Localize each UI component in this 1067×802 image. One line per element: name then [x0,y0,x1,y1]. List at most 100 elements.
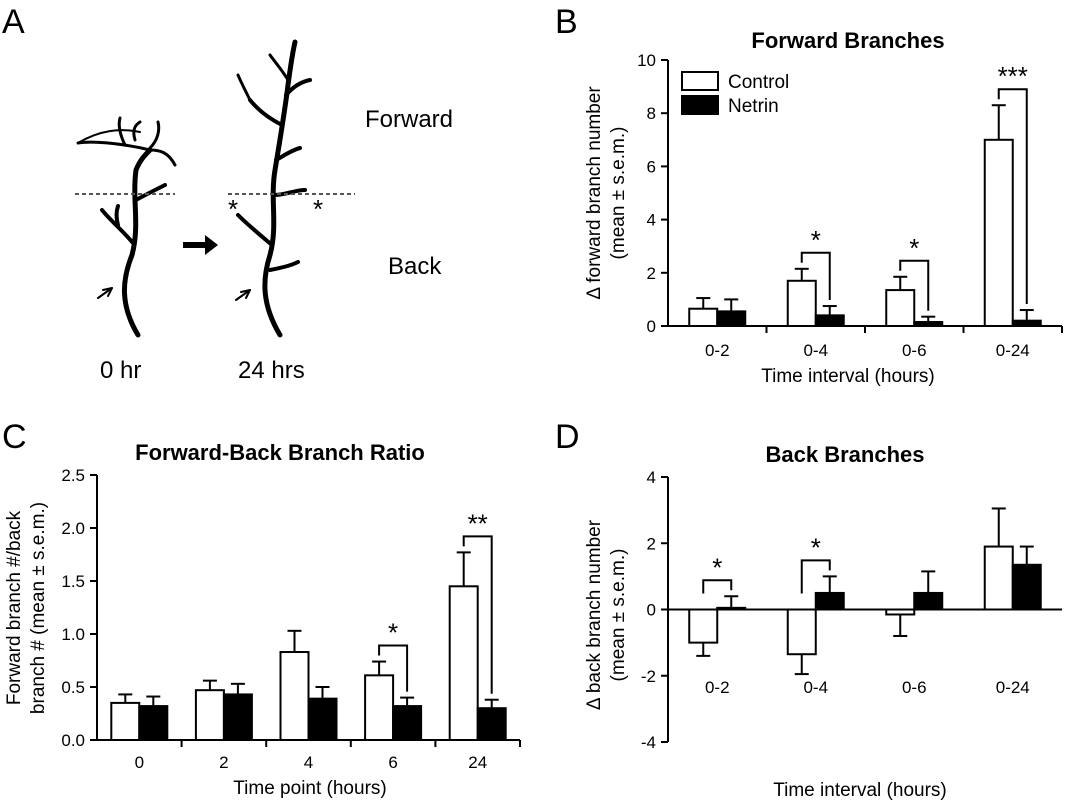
x-tick-label: 6 [388,753,397,772]
y-tick-label: 2 [647,534,656,553]
netrin-bar [138,705,169,742]
control-bar [983,545,1014,611]
significance-marker: * [811,532,821,562]
netrin-bar [1011,319,1042,327]
y-tick-label: 2 [647,264,656,283]
netrin-bar [222,693,253,741]
control-bar [364,674,395,742]
time-label-0hr: 0 hr [100,357,141,384]
significance-bracket [702,579,733,594]
y-tick-label: 2.0 [61,519,85,538]
legend-label-control: Control [728,72,789,93]
y-axis-label-forward-line2: (mean ± s.e.m.) [608,127,629,260]
significance-bracket [462,535,493,694]
control-bar [688,307,719,327]
significance-marker: * [811,225,821,255]
x-axis-label-ratio: Time point (hours) [233,778,386,799]
netrin-bar [476,707,507,742]
y-tick-label: 0 [647,601,656,620]
legend-label-netrin: Netrin [728,96,779,117]
chart-title-ratio: Forward-Back Branch Ratio [135,440,425,465]
x-tick-label: 0-2 [705,341,730,360]
panel-letter-a: A [2,3,25,41]
control-bar [885,608,916,616]
x-tick-label: 0-6 [902,678,927,697]
x-tick-label: 0-2 [705,678,730,697]
significance-bracket [378,644,409,692]
y-tick-label: 1.0 [61,625,85,644]
netrin-bar [814,314,845,327]
control-bar [279,651,310,742]
x-axis-label-back: Time interval (hours) [773,780,947,801]
significance-bracket [800,559,831,594]
time-label-24hrs: 24 hrs [238,357,305,384]
neuron-24hr-drawing [235,39,312,338]
neuron-diagram: * * Forward Back 0 hr 24 hrs [75,39,453,384]
arrow-icon [183,235,218,255]
x-tick-label: 2 [219,753,228,772]
netrin-bar [814,591,845,611]
netrin-bar [913,321,944,328]
chart-title-back-branches: Back Branches [766,442,925,467]
legend-swatch-control [681,71,719,91]
x-tick-label: 0-6 [902,341,927,360]
significance-marker: * [712,552,722,582]
significance-marker: * [909,233,919,263]
y-axis-label-forward-line1: Δ forward branch number [584,86,605,300]
x-tick-label: 4 [304,753,313,772]
netrin-bar [716,310,747,327]
y-tick-label: 0.0 [61,731,85,750]
netrin-bar [392,705,423,742]
x-tick-label: 24 [468,753,487,772]
panel-letter-b: B [555,3,578,41]
y-axis-label-back-line2: (mean ± s.e.m.) [608,549,629,682]
legend-swatch-netrin [681,95,719,115]
legend: Control Netrin [681,71,789,117]
back-region-label: Back [388,253,442,280]
control-bar [194,689,225,741]
netrin-bar [716,606,747,611]
control-bar [110,701,141,742]
forward-back-ratio-chart: Forward-Back Branch Ratio Time point (ho… [4,440,521,799]
neuron-0hr-drawing [76,116,177,338]
control-bar [786,279,817,327]
y-tick-label: 2.5 [61,466,85,485]
forward-region-label: Forward [365,106,453,133]
control-bar [786,608,817,656]
x-tick-label: 0-4 [803,678,828,697]
significance-marker: * [388,618,398,648]
x-tick-label: 0-4 [803,341,828,360]
y-tick-label: 4 [647,211,656,230]
significance-bracket [899,259,930,311]
significance-marker: *** [998,61,1028,91]
x-tick-label: 0 [135,753,144,772]
y-tick-label: 10 [637,51,656,70]
significance-bracket [800,251,831,301]
y-tick-label: 6 [647,157,656,176]
panel-letter-c: C [2,418,27,456]
forward-branches-chart: Forward Branches Time interval (hours) Δ… [584,28,1063,387]
x-tick-label: 0-24 [996,678,1030,697]
y-tick-label: -2 [641,667,656,686]
y-tick-label: 8 [647,104,656,123]
back-branches-chart: Back Branches Time interval (hours) Δ ba… [584,442,1062,801]
y-axis-label-ratio-line1: Forward branch #/back [4,510,25,705]
new-branch-marker-right: * [313,194,323,224]
significance-marker: ** [468,508,488,538]
netrin-bar [913,591,944,611]
x-axis-label-forward: Time interval (hours) [761,366,935,387]
significance-bracket [997,88,1028,305]
control-bar [885,289,916,327]
panel-letter-d: D [555,418,580,456]
x-tick-label: 0-24 [996,341,1030,360]
new-branch-marker-left: * [228,194,238,224]
control-bar [448,585,479,741]
netrin-bar [307,697,338,741]
y-tick-label: 1.5 [61,572,85,591]
y-tick-label: 0.5 [61,678,85,697]
control-bar [983,138,1014,327]
chart-title-forward-branches: Forward Branches [751,28,944,53]
y-tick-label: -4 [641,733,656,752]
y-tick-label: 4 [647,468,656,487]
